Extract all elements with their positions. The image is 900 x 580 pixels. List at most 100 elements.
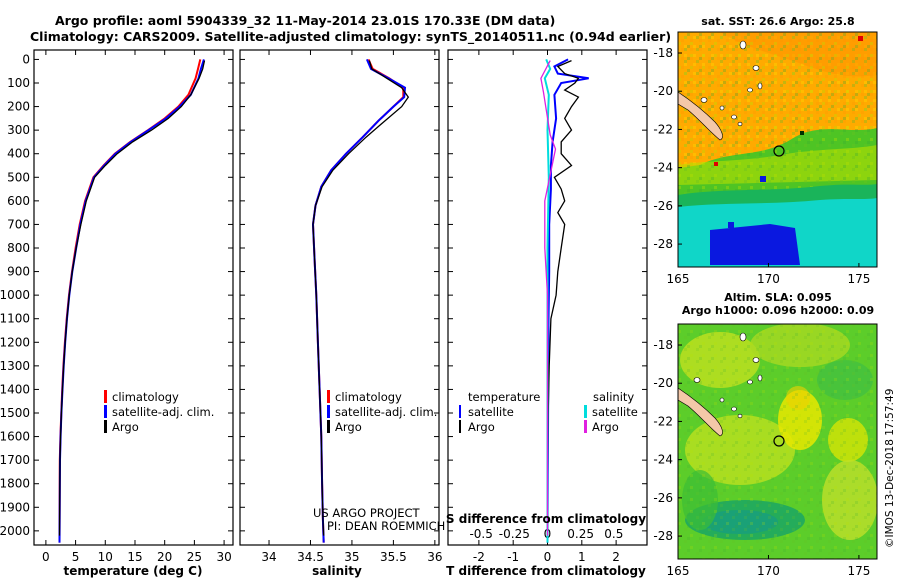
- legend-label-sal-argo: Argo: [592, 420, 619, 434]
- copyright-text: ©IMOS 13-Dec-2018 17:57:49: [884, 389, 896, 548]
- legend-swatch-sal-argo: [584, 420, 587, 433]
- legend-label-climatology: climatology: [335, 390, 402, 404]
- sla-map-y-tick-label: -20: [653, 376, 673, 390]
- legend-swatch-climatology: [327, 390, 330, 403]
- temperature-x-axis-label: temperature (deg C): [64, 564, 203, 578]
- sst-map-field: [678, 32, 877, 267]
- depth-tick-label: 1900: [0, 500, 30, 514]
- temperature-x-tick-label: 25: [187, 550, 202, 564]
- credit-line-2: PI: DEAN ROEMMICH: [327, 519, 445, 533]
- temperature-x-tick-label: 15: [127, 550, 142, 564]
- sla-argo-location-marker: [773, 435, 785, 447]
- depth-tick-label: 300: [7, 123, 30, 137]
- sst-map-x-tick-label: 165: [667, 272, 690, 286]
- temperature-plot-frame: [33, 49, 234, 546]
- difference-s-tick-label: 0.5: [604, 527, 623, 541]
- salinity-x-tick-label: 36: [427, 550, 442, 564]
- difference-profile-lines: [540, 58, 589, 543]
- depth-tick-label: 1800: [0, 477, 30, 491]
- salinity-x-tick-label: 34.5: [297, 550, 324, 564]
- salinity-x-axis-label: salinity: [312, 564, 362, 578]
- sla-map-field: [678, 324, 877, 559]
- depth-tick-label: 1600: [0, 430, 30, 444]
- legend-label-satellite: satellite-adj. clim.: [112, 405, 214, 419]
- sla-map-x-tick-label: 175: [847, 564, 870, 578]
- depth-tick-label: 100: [7, 76, 30, 90]
- temperature-profile-panel: 0100200300400500600700800900100011001200…: [0, 49, 234, 578]
- series-line-argo: [58, 60, 206, 536]
- depth-tick-label: 800: [7, 241, 30, 255]
- depth-tick-label: 1200: [0, 335, 30, 349]
- depth-tick-label: 500: [7, 170, 30, 184]
- title-line-1: Argo profile: aoml 5904339_32 11-May-201…: [55, 13, 555, 29]
- temperature-x-tick-label: 20: [157, 550, 172, 564]
- legend-swatch-argo: [327, 420, 330, 433]
- depth-tick-label: 1000: [0, 288, 30, 302]
- temperature-x-tick-label: 0: [42, 550, 50, 564]
- sst-argo-location-marker: [773, 145, 785, 157]
- legend-label-satellite: satellite-adj. clim.: [335, 405, 437, 419]
- sst-map-y-tick-label: -28: [653, 237, 673, 251]
- depth-tick-label: 700: [7, 217, 30, 231]
- difference-s-tick-label: 0.25: [567, 527, 594, 541]
- depth-tick-label: 1100: [0, 312, 30, 326]
- difference-axis-ticks: -2 -1 0 1 2-0.5 -0.25 0 0.25 0.5: [448, 50, 647, 564]
- sst-map-y-tick-label: -18: [653, 46, 673, 60]
- sst-map-frame: [677, 31, 878, 268]
- difference-x-tick-label: 1: [578, 550, 586, 564]
- difference-x-tick-label: 0: [544, 550, 552, 564]
- sla-map-frame: [677, 323, 878, 560]
- sla-map-y-tick-label: -18: [653, 338, 673, 352]
- legend-swatch-temp-satellite: [459, 405, 461, 418]
- depth-tick-label: 1500: [0, 406, 30, 420]
- legend-label-temp-satellite: satellite: [468, 405, 514, 419]
- difference-s-tick-label: -0.5: [469, 527, 492, 541]
- legend-swatch-sal-satellite: [584, 405, 587, 418]
- sst-map-axis-ticks: 165 170 175 -18 -20 -22 -24 -26 -28: [653, 46, 870, 286]
- legend-label-sal-satellite: satellite: [592, 405, 638, 419]
- sst-map-y-tick-label: -20: [653, 84, 673, 98]
- difference-x-tick-label: -1: [507, 550, 519, 564]
- salinity-profile-panel: 34 34.5 35 35.5 36 salinity climatology sate…: [239, 49, 445, 578]
- depth-tick-label: 1700: [0, 453, 30, 467]
- sst-map-x-tick-label: 170: [757, 272, 780, 286]
- salinity-profile-lines: [311, 58, 410, 543]
- legend-label-argo: Argo: [112, 420, 139, 434]
- title-line-2: Climatology: CARS2009. Satellite-adjuste…: [30, 29, 671, 45]
- legend-swatch-satellite: [327, 405, 330, 418]
- series-line-argo: [312, 60, 410, 536]
- temperature-x-tick-label: 5: [72, 550, 80, 564]
- series-line-salinity-argo: [540, 60, 557, 536]
- depth-tick-label: 2000: [0, 524, 30, 538]
- sla-map-title: Altim. SLA: 0.095: [724, 291, 831, 304]
- sla-map-subtitle: Argo h1000: 0.096 h2000: 0.09: [682, 304, 874, 317]
- salinity-plot-frame: [239, 49, 440, 546]
- temperature-x-tick-label: 30: [216, 550, 231, 564]
- depth-tick-label: 1300: [0, 359, 30, 373]
- sst-map-y-tick-label: -24: [653, 161, 673, 175]
- temperature-x-tick-label: 10: [98, 550, 113, 564]
- sla-map-x-tick-label: 165: [667, 564, 690, 578]
- sla-map-panel: Altim. SLA: 0.095 Argo h1000: 0.096 h200…: [653, 291, 878, 578]
- legend-swatch-temp-argo: [459, 420, 461, 433]
- sla-map-x-tick-label: 170: [757, 564, 780, 578]
- depth-tick-label: 900: [7, 265, 30, 279]
- difference-x-tick-label: 2: [612, 550, 620, 564]
- difference-panel: -2 -1 0 1 2-0.5 -0.25 0 0.25 0.5 T difference fr…: [446, 49, 648, 578]
- sla-map-y-tick-label: -28: [653, 529, 673, 543]
- difference-x-tick-label: -2: [473, 550, 485, 564]
- s-difference-x-axis-label: S difference from climatology: [446, 512, 646, 526]
- legend-label-temp-argo: Argo: [468, 420, 495, 434]
- legend-swatch-satellite: [104, 405, 107, 418]
- credit-line-1: US ARGO PROJECT: [313, 506, 421, 520]
- difference-s-tick-label: -0.25: [499, 527, 530, 541]
- sst-map-y-tick-label: -22: [653, 122, 673, 136]
- depth-tick-label: 0: [22, 52, 30, 66]
- sla-map-axis-ticks: 165 170 175 -18 -20 -22 -24 -26 -28: [653, 338, 870, 578]
- sst-map-panel: sat. SST: 26.6 Argo: 25.8: [653, 15, 878, 286]
- legend-label-climatology: climatology: [112, 390, 179, 404]
- series-line-temperature-argo: [546, 60, 580, 536]
- legend-label-argo: Argo: [335, 420, 362, 434]
- sla-map-y-tick-label: -24: [653, 453, 673, 467]
- salinity-x-tick-label: 34: [261, 550, 276, 564]
